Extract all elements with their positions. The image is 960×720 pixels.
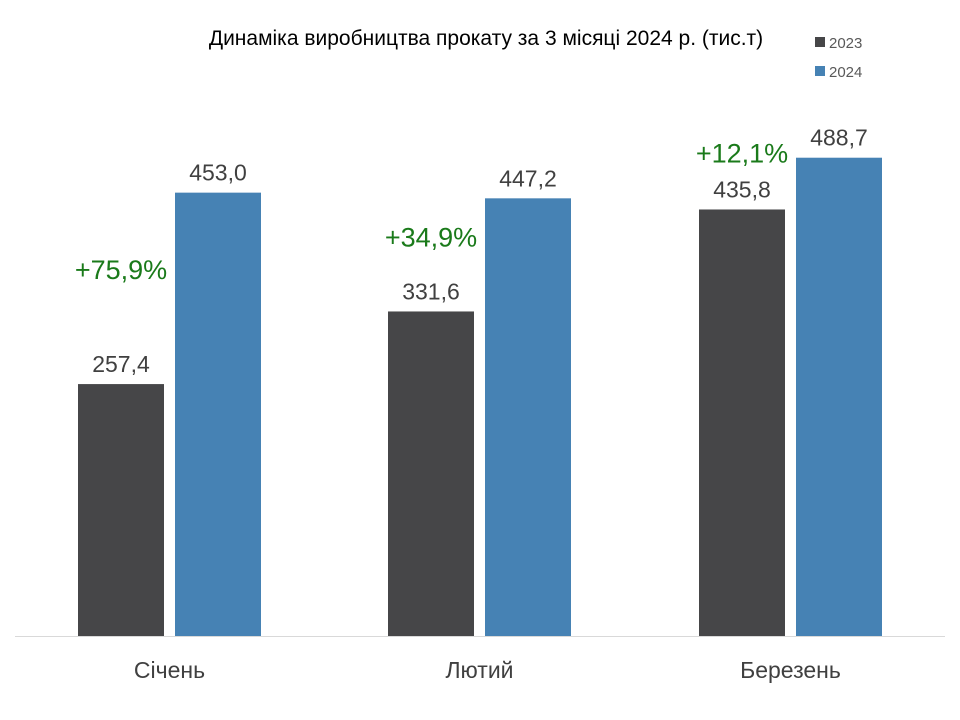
legend-swatch-2024 [815, 66, 825, 76]
growth-annotation-0: +75,9% [75, 255, 167, 285]
growth-annotation-1: +34,9% [385, 222, 477, 252]
legend-label-2024: 2024 [829, 64, 862, 81]
growth-annotation-2: +12,1% [696, 138, 788, 168]
data-label-2023-0: 257,4 [92, 351, 150, 377]
chart-title: Динаміка виробництва прокату за 3 місяці… [209, 27, 763, 50]
bar-2024-0 [175, 192, 261, 636]
bar-2023-0 [78, 384, 164, 636]
bar-2024-1 [485, 198, 571, 636]
bars [78, 157, 882, 637]
data-label-2024-1: 447,2 [499, 165, 557, 191]
legend-swatch-2023 [815, 37, 825, 47]
bar-2023-2 [699, 209, 785, 636]
category-label-0: Січень [134, 657, 205, 683]
value-labels: 257,4 453,0 331,6 447,2 435,8 488,7 [92, 125, 868, 377]
legend-label-2023: 2023 [829, 35, 862, 52]
bar-2023-1 [388, 311, 474, 636]
category-label-2: Березень [740, 657, 841, 683]
category-labels: Січень Лютий Березень [134, 657, 841, 683]
data-label-2024-0: 453,0 [189, 160, 247, 186]
legend: 2023 2024 [815, 35, 862, 81]
data-label-2024-2: 488,7 [810, 125, 868, 151]
category-label-1: Лютий [445, 657, 513, 683]
data-label-2023-1: 331,6 [402, 278, 460, 304]
bar-2024-2 [796, 157, 882, 637]
growth-labels: +75,9% +34,9% +12,1% [75, 138, 788, 285]
data-label-2023-2: 435,8 [713, 176, 771, 202]
